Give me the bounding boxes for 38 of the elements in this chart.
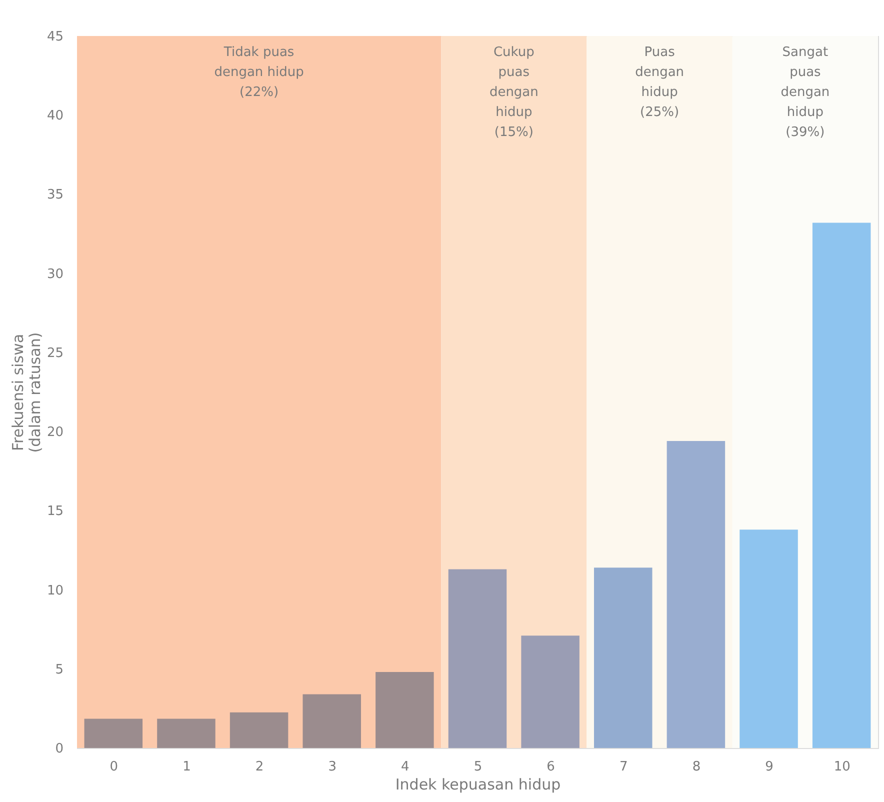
x-tick-label: 2 xyxy=(255,760,264,774)
y-tick-label: 15 xyxy=(46,504,64,520)
bar xyxy=(230,712,288,748)
x-tick-label: 6 xyxy=(546,760,555,774)
x-tick-label: 3 xyxy=(328,760,337,774)
y-tick-label: 5 xyxy=(55,662,64,678)
bar xyxy=(84,718,143,748)
y-tick-label: 30 xyxy=(46,266,64,282)
band-label: Sangat puas dengan hidup (39%) xyxy=(780,45,830,140)
bar xyxy=(666,441,726,748)
y-tick-label: 40 xyxy=(46,108,64,124)
x-tick-label: 0 xyxy=(110,760,118,774)
band-label: Cukup puas dengan hidup (15%) xyxy=(489,45,538,140)
x-tick-label: 9 xyxy=(765,760,774,774)
bar xyxy=(376,672,434,748)
bar xyxy=(812,222,871,748)
bar xyxy=(157,718,216,748)
y-tick-label: 10 xyxy=(46,583,64,598)
x-tick-label: 5 xyxy=(474,760,482,774)
y-tick-label: 45 xyxy=(46,30,64,44)
x-tick-label: 4 xyxy=(401,760,410,774)
y-tick-label: 0 xyxy=(55,742,64,756)
bar xyxy=(448,569,507,748)
band-label: Puas dengan hidup (25%) xyxy=(635,45,684,120)
x-tick-label: 1 xyxy=(182,760,191,774)
bar xyxy=(740,530,798,748)
bar xyxy=(521,636,580,748)
y-tick-label: 25 xyxy=(46,346,64,361)
x-tick-label: 7 xyxy=(619,760,628,774)
x-tick-label: 8 xyxy=(692,760,701,774)
y-axis-title: Frekuensi siswa (dalam ratusan) xyxy=(8,332,44,453)
band-label: Tidak puas dengan hidup (22%) xyxy=(214,45,304,100)
y-tick-label: 20 xyxy=(46,425,64,440)
bar xyxy=(594,568,652,748)
bar xyxy=(302,694,361,748)
y-tick-label: 35 xyxy=(46,188,64,203)
x-tick-label: 10 xyxy=(834,760,850,774)
x-axis-title: Indek kepuasan hidup xyxy=(395,776,561,794)
